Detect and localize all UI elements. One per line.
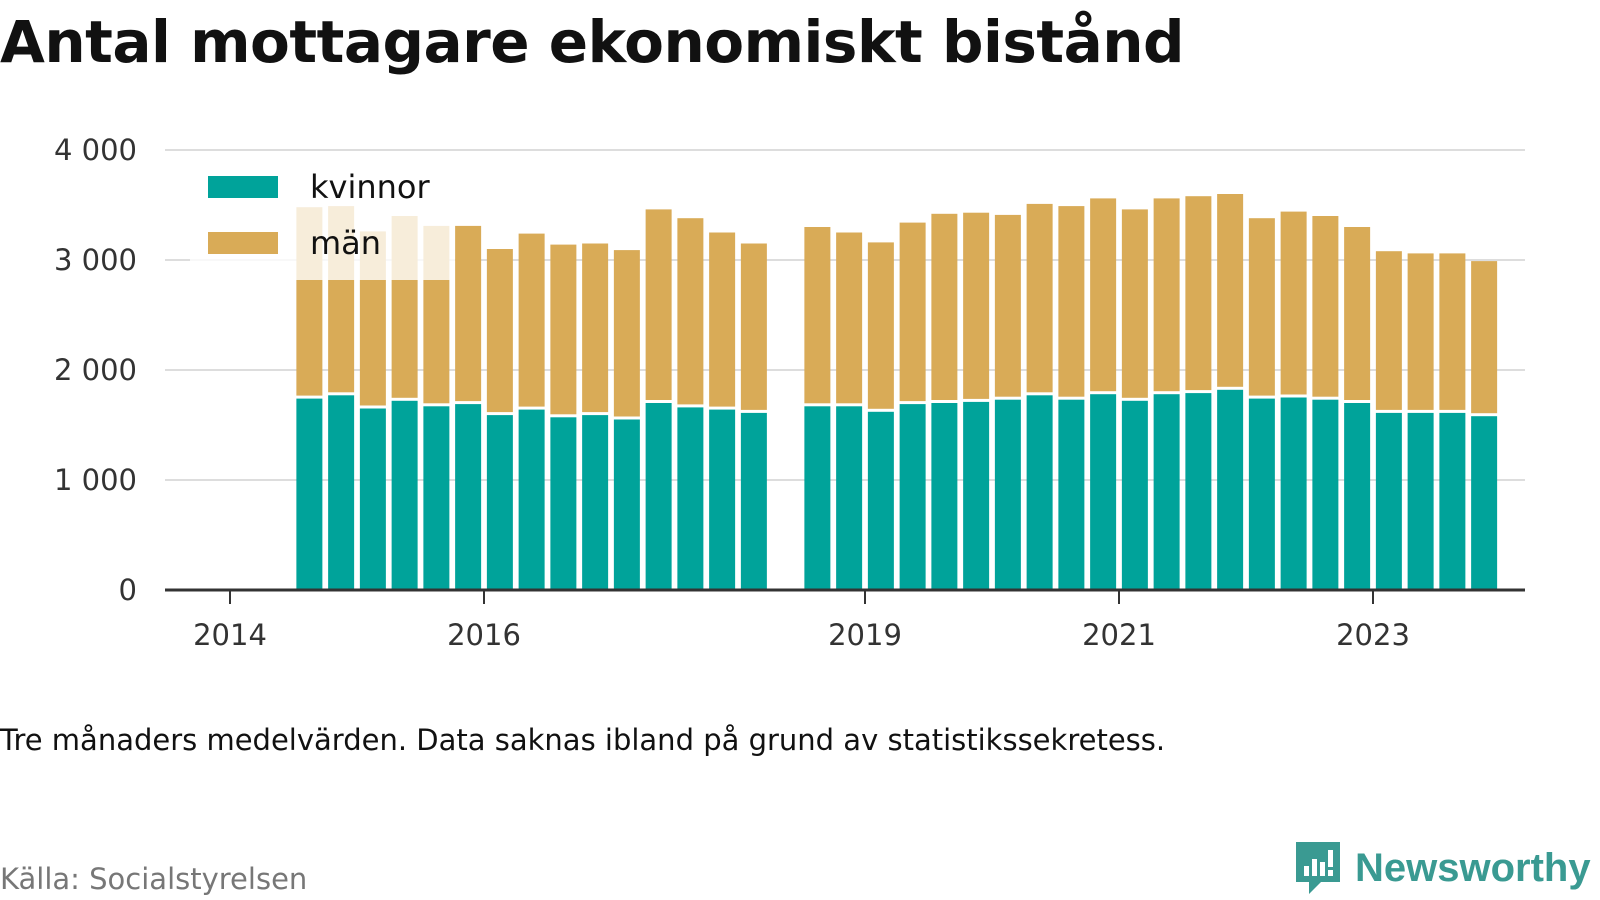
newsworthy-logo-icon <box>1296 842 1340 894</box>
x-tick-label: 2014 <box>193 618 267 652</box>
bar-kvinnor <box>550 417 577 590</box>
bar-kvinnor <box>1248 398 1275 590</box>
bar-kvinnor <box>359 408 386 590</box>
bar-man <box>1026 203 1053 393</box>
y-tick-label: 1 000 <box>54 463 137 497</box>
bar-man <box>455 225 482 402</box>
bar-kvinnor <box>1058 399 1085 590</box>
bar-man <box>1217 194 1244 387</box>
bar-kvinnor <box>677 407 704 590</box>
legend-label-man: män <box>310 224 381 262</box>
bar-kvinnor <box>1185 393 1212 590</box>
bar-man <box>550 244 577 415</box>
bar-man <box>931 213 958 400</box>
bar-kvinnor <box>994 399 1021 590</box>
bar-kvinnor <box>1153 394 1180 590</box>
bar-man <box>1439 253 1466 410</box>
bar-kvinnor <box>1344 403 1371 590</box>
legend-label-kvinnor: kvinnor <box>310 168 431 206</box>
bar-kvinnor <box>613 419 640 590</box>
y-tick-label: 3 000 <box>54 243 137 277</box>
bar-kvinnor <box>423 406 450 590</box>
y-tick-label: 0 <box>119 573 137 607</box>
bar-kvinnor <box>1280 397 1307 590</box>
bar-kvinnor <box>740 412 767 590</box>
chart-title: Antal mottagare ekonomiskt bistånd <box>0 8 1185 76</box>
x-tick-label: 2019 <box>828 618 902 652</box>
bar-man <box>867 242 894 409</box>
bar-man <box>1185 196 1212 391</box>
bar-man <box>645 209 672 400</box>
bar-man <box>1407 253 1434 410</box>
y-tick-label: 2 000 <box>54 353 137 387</box>
bar-kvinnor <box>1217 389 1244 590</box>
bar-kvinnor <box>582 415 609 590</box>
chart-note: Tre månaders medelvärden. Data saknas ib… <box>0 723 1166 757</box>
bar-man <box>1121 209 1148 398</box>
bar-kvinnor <box>328 395 355 590</box>
bar-man <box>1058 206 1085 397</box>
bar-man <box>518 233 545 407</box>
bar-kvinnor <box>1375 412 1402 590</box>
brand-name: Newsworthy <box>1355 845 1591 890</box>
legend-swatch-kvinnor <box>208 176 278 198</box>
bar-kvinnor <box>296 398 323 590</box>
bar-kvinnor <box>518 409 545 590</box>
bar-kvinnor <box>836 406 863 590</box>
bar-kvinnor <box>391 400 418 590</box>
brand-logo: Newsworthy <box>1293 840 1591 896</box>
bar-man <box>1312 216 1339 397</box>
legend-swatch-man <box>208 232 278 254</box>
bar-man <box>709 232 736 407</box>
bar-kvinnor <box>1407 412 1434 590</box>
bar-man <box>836 232 863 404</box>
bar-kvinnor <box>931 403 958 590</box>
bar-man <box>1375 251 1402 410</box>
x-tick-label: 2016 <box>447 618 521 652</box>
bar-kvinnor <box>1312 399 1339 590</box>
bar-man <box>740 243 767 410</box>
x-tick-label: 2023 <box>1336 618 1410 652</box>
y-tick-label: 4 000 <box>54 133 137 167</box>
bar-man <box>1344 227 1371 400</box>
bar-kvinnor <box>1121 400 1148 590</box>
bar-kvinnor <box>1471 416 1498 590</box>
bar-man <box>486 249 513 413</box>
bar-man <box>677 218 704 405</box>
bar-man <box>1153 198 1180 392</box>
bar-man <box>582 243 609 413</box>
bar-man <box>1471 261 1498 414</box>
bar-kvinnor <box>486 415 513 590</box>
bar-kvinnor <box>1439 412 1466 590</box>
bar-man <box>1280 211 1307 395</box>
bar-man <box>613 250 640 417</box>
bar-man <box>963 212 990 399</box>
bar-kvinnor <box>1026 395 1053 590</box>
bar-kvinnor <box>804 406 831 590</box>
bar-kvinnor <box>867 411 894 590</box>
bar-man <box>1248 218 1275 396</box>
bar-man <box>1090 198 1117 392</box>
bar-man <box>899 222 926 402</box>
source-credit: Källa: Socialstyrelsen <box>0 862 308 896</box>
bar-kvinnor <box>455 404 482 590</box>
bar-kvinnor <box>645 403 672 590</box>
bar-kvinnor <box>963 401 990 590</box>
bar-kvinnor <box>709 409 736 590</box>
x-tick-label: 2021 <box>1082 618 1156 652</box>
bar-man <box>994 214 1021 397</box>
stacked-bar-chart: 0 1 000 2 000 3 000 4 000 kvinnor män 2014 2016 2… <box>54 133 1525 652</box>
bar-kvinnor <box>899 404 926 590</box>
bar-man <box>804 227 831 404</box>
bar-kvinnor <box>1090 394 1117 590</box>
